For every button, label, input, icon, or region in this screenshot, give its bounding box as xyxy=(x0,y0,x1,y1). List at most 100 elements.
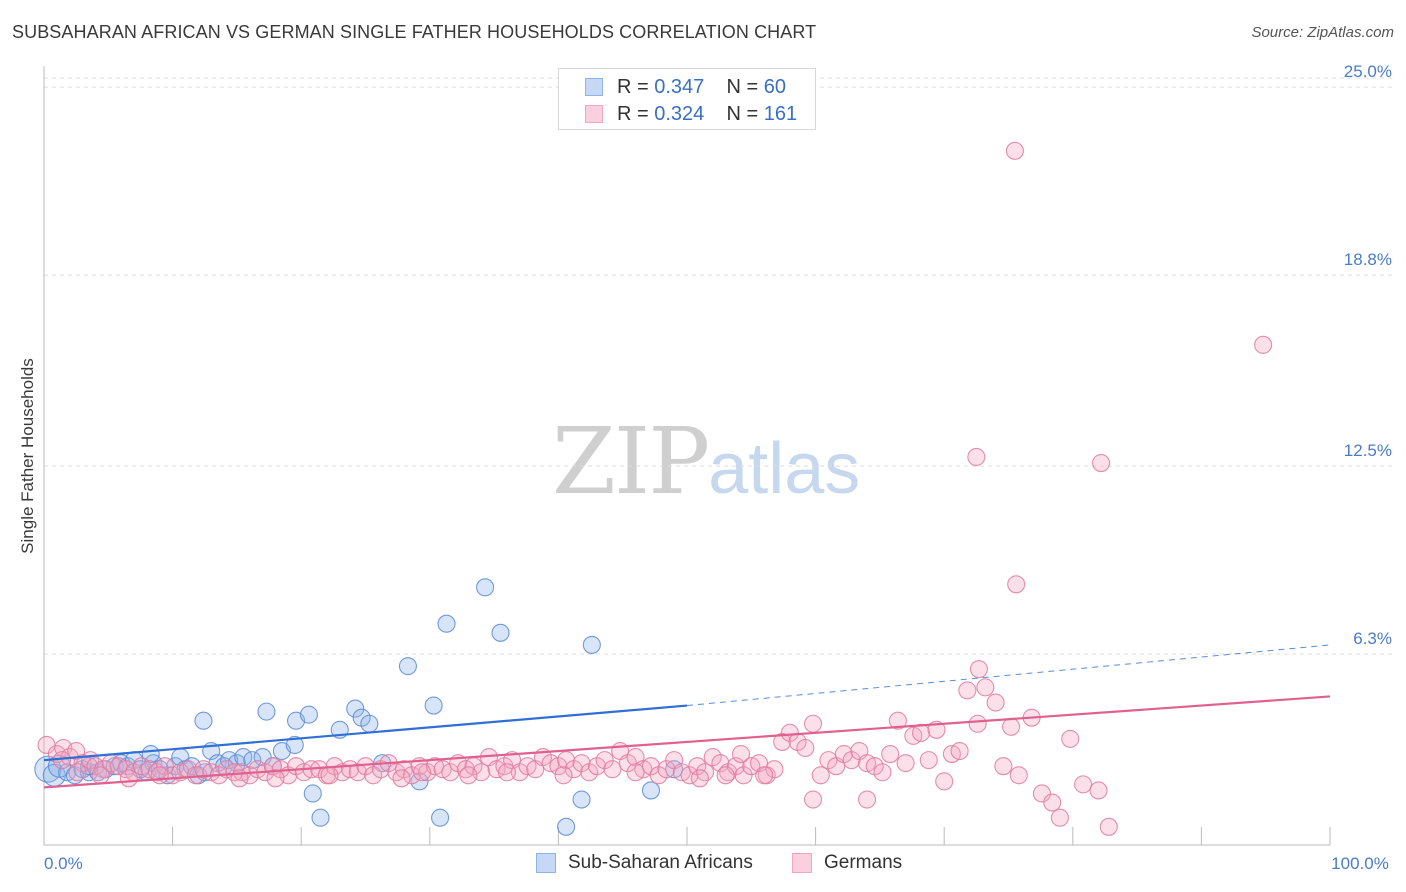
german-point xyxy=(459,766,478,785)
legend-n-label: N = xyxy=(726,76,759,98)
german-point xyxy=(320,766,339,785)
german-point xyxy=(1032,784,1051,803)
german-point xyxy=(572,754,591,773)
german-point xyxy=(557,751,576,770)
german-point xyxy=(554,766,573,785)
german-point xyxy=(402,766,421,785)
subsaharan-point xyxy=(311,808,330,827)
subsaharan-point xyxy=(194,711,213,730)
german-point xyxy=(796,738,815,758)
german-trend-line xyxy=(43,695,1331,789)
german-point xyxy=(1009,766,1028,785)
subsaharan-point xyxy=(346,699,365,718)
german-point xyxy=(734,766,753,785)
german-point xyxy=(1254,335,1273,354)
german-point xyxy=(958,681,977,700)
legend-r-value-subsaharan: 0.347 xyxy=(654,76,705,98)
subsaharan-point xyxy=(257,702,276,721)
bottom-legend-label-germans: Germans xyxy=(824,852,903,873)
subsaharan-point xyxy=(641,781,661,800)
legend-n-value-subsaharan: 60 xyxy=(763,76,787,98)
german-point xyxy=(857,790,877,809)
german-point xyxy=(711,754,730,773)
german-point xyxy=(595,751,614,770)
german-point xyxy=(1089,781,1108,800)
y-tick-label: 12.5% xyxy=(1344,441,1392,460)
german-point xyxy=(695,763,715,782)
subsaharan-point xyxy=(303,784,322,803)
subsaharan-point xyxy=(398,657,417,676)
watermark: ZIPatlas xyxy=(552,408,860,515)
german-point xyxy=(1043,793,1062,812)
subsaharan-point xyxy=(299,705,318,724)
german-point xyxy=(726,757,745,776)
y-tick-label: 25.0% xyxy=(1344,62,1392,81)
german-point xyxy=(657,760,676,779)
source-label: Source: ZipAtlas.com xyxy=(1251,24,1394,41)
german-point xyxy=(641,757,661,776)
y-tick-label: 18.8% xyxy=(1344,250,1392,269)
legend-r-label: R = xyxy=(617,76,649,98)
german-point xyxy=(919,751,938,770)
german-point xyxy=(1002,717,1021,736)
legend-r-value-germans: 0.324 xyxy=(654,103,705,125)
german-point xyxy=(441,763,460,782)
german-point xyxy=(873,763,892,782)
german-point xyxy=(780,723,799,742)
subsaharan-point xyxy=(582,635,601,654)
german-point xyxy=(150,766,169,785)
subsaharan-trend-extension xyxy=(686,644,1331,707)
german-point xyxy=(68,763,87,782)
bottom-legend-label-subsaharan: Sub-Saharan Africans xyxy=(568,852,753,873)
german-point xyxy=(119,769,138,788)
german-point xyxy=(266,769,285,788)
subsaharan-point xyxy=(360,714,379,733)
legend-swatch-germans xyxy=(585,105,603,123)
legend-r-label: R = xyxy=(617,103,649,125)
german-point xyxy=(967,447,986,467)
german-point xyxy=(950,741,969,761)
subsaharan-point xyxy=(243,751,262,770)
german-point xyxy=(497,763,517,782)
subsaharan-point xyxy=(491,623,510,642)
german-point xyxy=(935,772,954,791)
subsaharan-trend-line xyxy=(43,704,688,762)
subsaharan-point xyxy=(572,790,591,809)
german-point xyxy=(888,711,907,730)
bottom-legend-swatch-germans xyxy=(792,853,812,873)
german-point xyxy=(1099,817,1118,836)
german-point xyxy=(881,745,900,764)
german-point xyxy=(842,751,861,770)
german-point xyxy=(1061,729,1080,748)
y-tick-label: 6.3% xyxy=(1353,629,1392,648)
german-point xyxy=(994,757,1013,776)
subsaharan-point xyxy=(424,696,443,715)
german-point xyxy=(968,714,987,733)
correlation-legend: R = 0.347 N = 60 R = 0.324 N = 161 xyxy=(558,68,816,130)
subsaharan-point xyxy=(557,817,576,836)
x-tick-label: 100.0% xyxy=(1331,854,1389,873)
german-point xyxy=(1074,775,1093,794)
german-point xyxy=(986,693,1005,712)
german-point xyxy=(755,766,774,785)
german-point xyxy=(91,766,110,785)
legend-n-value-germans: 161 xyxy=(763,103,798,125)
german-point xyxy=(1092,453,1111,473)
x-tick-label: 0.0% xyxy=(44,854,83,873)
german-point xyxy=(680,766,699,785)
subsaharan-point xyxy=(431,808,450,827)
subsaharan-point xyxy=(437,614,456,633)
german-point xyxy=(413,763,432,782)
german-point xyxy=(392,769,411,788)
german-point xyxy=(690,769,709,788)
german-point xyxy=(969,660,988,679)
german-point xyxy=(773,732,792,751)
watermark-zip: ZIP xyxy=(552,408,710,515)
german-point xyxy=(976,678,995,697)
german-point xyxy=(731,745,751,764)
legend-n-label: N = xyxy=(726,103,759,125)
german-point xyxy=(1007,575,1026,594)
german-point xyxy=(716,766,735,785)
german-point xyxy=(811,766,830,785)
